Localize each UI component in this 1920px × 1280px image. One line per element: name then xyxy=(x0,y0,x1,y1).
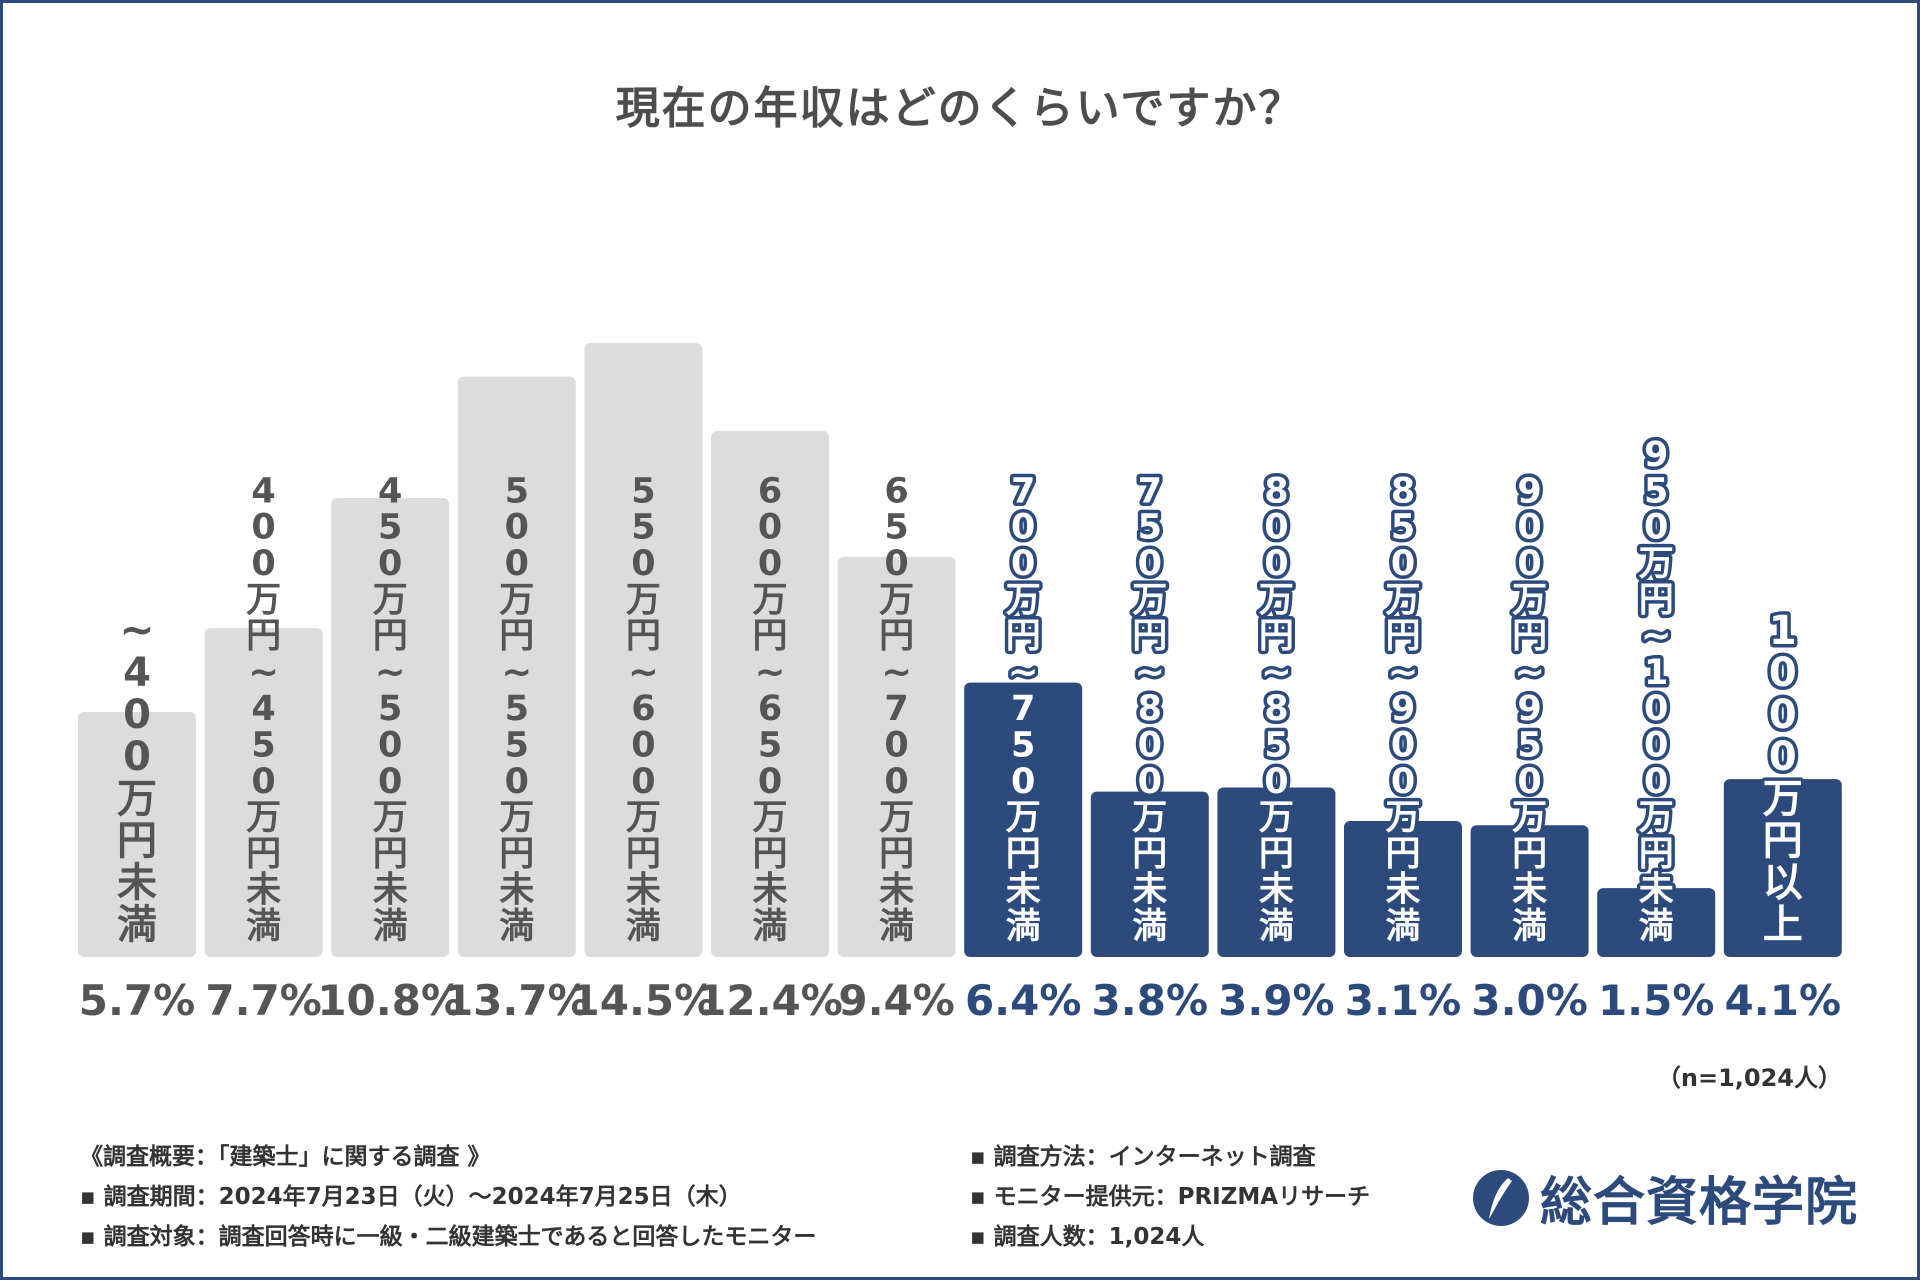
brand-logo: 総合資格学院 xyxy=(1472,1160,1858,1235)
bar-1 xyxy=(78,711,196,957)
chart-title: 現在の年収はどのくらいですか？ xyxy=(615,83,1305,134)
bar-10 xyxy=(1217,787,1336,957)
category-label-12: 9 0 0 万円~ 9 5 0 万円未満 xyxy=(1512,471,1547,947)
category-label-2: 4 0 0 万円~ 4 5 0 万円未満 xyxy=(246,471,281,947)
value-label-8: 6.4% xyxy=(965,976,1081,1025)
value-label-11: 3.1% xyxy=(1345,976,1461,1025)
category-label-14: 1 0 0 0 万円以上 xyxy=(1763,608,1803,948)
brush-stroke-logo-icon xyxy=(1473,1169,1529,1226)
category-label-10: 8 0 0 万円~ 8 5 0 万円未満 xyxy=(1259,471,1294,947)
category-label-6: 6 0 0 万円~ 6 5 0 万円未満 xyxy=(752,471,787,947)
survey-target: ▪ 調査対象：調査回答時に一級・二級建築士であると回答したモニター xyxy=(80,1224,817,1250)
value-label-12: 3.0% xyxy=(1471,976,1587,1025)
value-label-4: 13.7% xyxy=(444,976,590,1025)
category-label-5: 5 5 0 万円~ 6 0 0 万円未満 xyxy=(626,471,661,947)
survey-period: ▪ 調査期間：2024年7月23日（火）～2024年7月25日（木） xyxy=(80,1184,742,1210)
brand-name: 総合資格学院 xyxy=(1540,1173,1859,1233)
bar-11 xyxy=(1344,821,1462,957)
bar-7 xyxy=(837,556,956,957)
value-label-6: 12.4% xyxy=(697,976,843,1025)
value-label-14: 4.1% xyxy=(1725,976,1841,1025)
value-label-13: 1.5% xyxy=(1598,976,1714,1025)
bar-6 xyxy=(711,431,829,957)
survey-overview: 《調査概要：「建築士」に関する調査 》 xyxy=(80,1144,491,1170)
sample-size-label: （n=1,024人） xyxy=(1656,1064,1842,1092)
survey-provider: ▪ モニター提供元：PRIZMAリサーチ xyxy=(970,1184,1371,1210)
survey-method: ▪ 調査方法：インターネット調査 xyxy=(970,1144,1316,1170)
category-label-3: 4 5 0 万円~ 5 0 0 万円未満 xyxy=(373,471,408,947)
value-label-2: 7.7% xyxy=(205,976,321,1025)
category-label-11: 8 5 0 万円~ 9 0 0 万円未満 xyxy=(1385,471,1420,947)
category-label-7: 6 5 0 万円~ 7 0 0 万円未満 xyxy=(879,471,914,947)
bar-13 xyxy=(1597,888,1716,957)
value-label-10: 3.9% xyxy=(1218,976,1334,1025)
bar-3 xyxy=(331,498,450,957)
value-label-5: 14.5% xyxy=(571,976,717,1025)
category-label-9: 7 5 0 万円~ 8 0 0 万円未満 xyxy=(1132,471,1167,947)
survey-count: ▪ 調査人数：1,024人 xyxy=(970,1224,1205,1250)
bar-2 xyxy=(204,628,323,957)
bar-12 xyxy=(1470,825,1589,957)
category-label-4: 5 0 0 万円~ 5 5 0 万円未満 xyxy=(499,471,534,947)
value-label-9: 3.8% xyxy=(1092,976,1208,1025)
category-label-1: ~4 0 0 万円未満 xyxy=(117,605,157,948)
bar-4 xyxy=(457,376,576,958)
value-label-7: 9.4% xyxy=(838,976,954,1025)
bar-9 xyxy=(1090,791,1209,957)
bar-5 xyxy=(584,343,703,957)
bar-14 xyxy=(1723,779,1842,957)
value-label-3: 10.8% xyxy=(317,976,463,1025)
value-label-1: 5.7% xyxy=(79,976,195,1025)
bar-8 xyxy=(964,682,1083,957)
category-label-13: 9 5 0 万円~ 1 0 0 0 万円未満 xyxy=(1639,435,1674,947)
category-label-8: 7 0 0 万円~ 7 5 0 万円未満 xyxy=(1006,471,1041,947)
